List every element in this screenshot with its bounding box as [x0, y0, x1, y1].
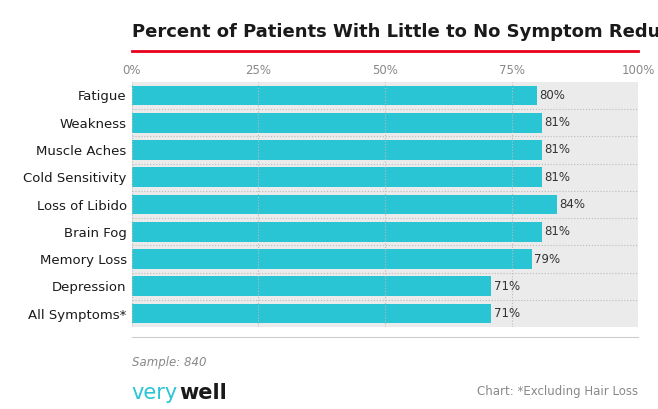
Bar: [132, 109, 638, 136]
Text: 80%: 80%: [540, 89, 565, 102]
Text: Sample: 840: Sample: 840: [132, 356, 206, 369]
Bar: [132, 276, 492, 296]
Bar: [132, 273, 638, 300]
Text: 81%: 81%: [545, 116, 570, 129]
Text: 81%: 81%: [545, 225, 570, 238]
Bar: [132, 191, 638, 218]
Bar: [132, 85, 537, 105]
Bar: [132, 136, 638, 164]
Bar: [132, 218, 638, 245]
Bar: [132, 300, 638, 327]
Bar: [132, 245, 638, 273]
Bar: [132, 164, 638, 191]
Text: 79%: 79%: [534, 252, 561, 265]
Text: well: well: [179, 383, 227, 403]
Bar: [132, 249, 532, 269]
Bar: [132, 167, 542, 187]
Text: 71%: 71%: [494, 280, 520, 293]
Text: Chart: *Excluding Hair Loss: Chart: *Excluding Hair Loss: [477, 385, 638, 398]
Bar: [132, 222, 542, 242]
Bar: [132, 82, 638, 109]
Text: very: very: [132, 383, 178, 403]
Text: 81%: 81%: [545, 171, 570, 184]
Bar: [132, 113, 542, 133]
Bar: [132, 304, 492, 324]
Bar: [132, 140, 542, 160]
Bar: [132, 195, 557, 214]
Text: Percent of Patients With Little to No Symptom Reduction: Percent of Patients With Little to No Sy…: [132, 23, 658, 41]
Text: 84%: 84%: [560, 198, 586, 211]
Text: 81%: 81%: [545, 144, 570, 157]
Text: 71%: 71%: [494, 307, 520, 320]
